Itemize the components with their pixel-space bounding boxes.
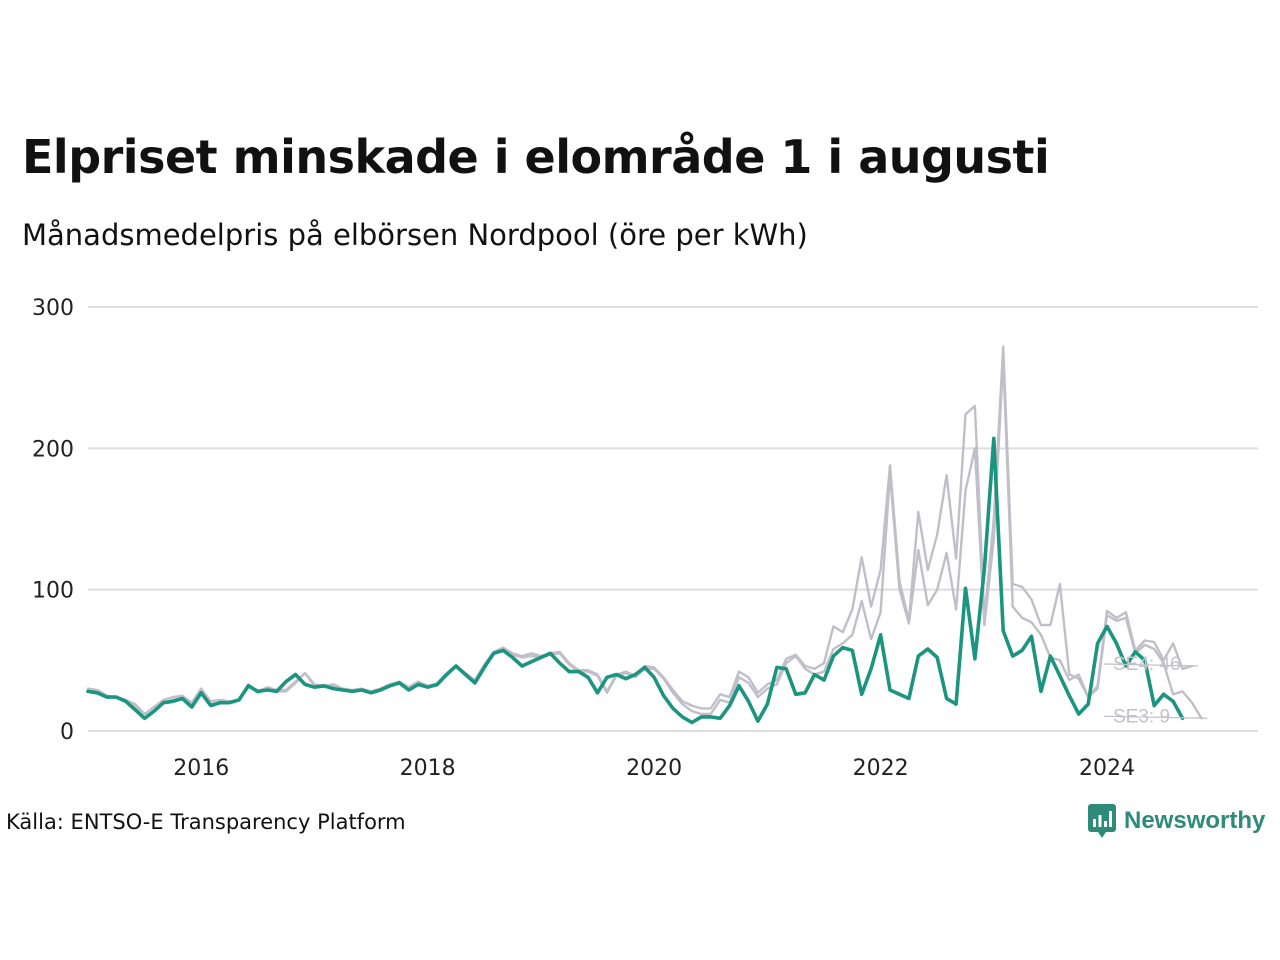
y-tick-label: 100: [32, 579, 74, 604]
gridlines: [88, 306, 1258, 732]
end-label-se4: SE4: 46: [1113, 654, 1181, 675]
x-tick-label: 2016: [173, 756, 229, 781]
end-label-connector: [1103, 663, 1198, 667]
series-line-se1: [86, 436, 1185, 725]
brand-logo: Newsworthy: [1088, 804, 1265, 838]
bar-chart-logo-icon: [1088, 804, 1116, 838]
series-line-se3: [86, 356, 1203, 720]
y-axis-ticks: 0 100 200 300: [32, 296, 74, 745]
chart-title: Elpriset minskade i elområde 1 i augusti: [22, 130, 1050, 184]
y-tick-label: 300: [32, 296, 74, 321]
end-label-connector: [1103, 715, 1208, 719]
x-tick-label: 2022: [853, 756, 909, 781]
series-lines: [86, 345, 1203, 725]
x-tick-label: 2020: [626, 756, 682, 781]
source-note: Källa: ENTSO-E Transparency Platform: [6, 810, 406, 834]
y-tick-label: 0: [60, 720, 74, 745]
x-tick-label: 2024: [1079, 756, 1135, 781]
series-line-se4: [86, 345, 1194, 716]
x-tick-label: 2018: [400, 756, 456, 781]
y-tick-label: 200: [32, 437, 74, 462]
series-end-labels: SE4: 46 SE3: 9: [1103, 654, 1208, 727]
brand-name: Newsworthy: [1124, 807, 1266, 834]
chart-subtitle: Månadsmedelpris på elbörsen Nordpool (ör…: [22, 218, 808, 252]
end-label-se3: SE3: 9: [1113, 706, 1170, 727]
x-axis-ticks: 2016 2018 2020 2022 2024: [173, 756, 1135, 781]
